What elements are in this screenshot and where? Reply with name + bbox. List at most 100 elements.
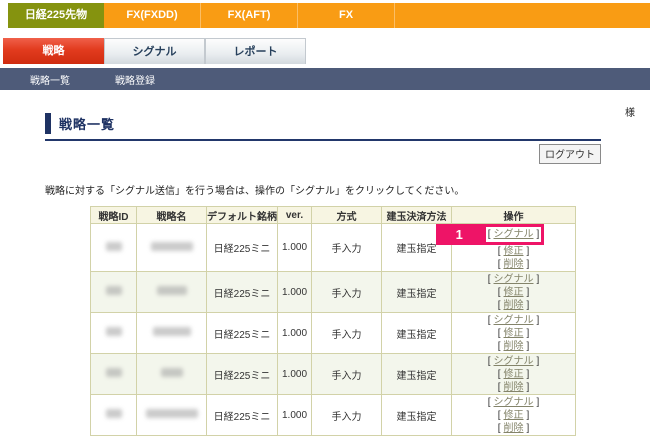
cell-default-symbol: 日経225ミニ: [206, 271, 278, 313]
bracket: ]: [526, 381, 530, 393]
bracket: ]: [526, 286, 530, 298]
cell-method: 手入力: [311, 223, 382, 272]
col-header-strategy-name: 戦略名: [136, 206, 207, 224]
bracket: ]: [526, 340, 530, 352]
redacted-strategy-id: [105, 409, 122, 418]
delete-link[interactable]: 削除: [503, 259, 524, 270]
delete-link[interactable]: 削除: [503, 422, 524, 434]
cell-strategy-id: [90, 394, 137, 436]
bracket: [: [497, 422, 501, 434]
bracket: ]: [536, 229, 540, 240]
cell-strategy-name: [136, 223, 207, 272]
logout-button[interactable]: ログアウト: [539, 144, 601, 164]
cell-method: 手入力: [311, 312, 382, 354]
bracket: ]: [526, 246, 530, 257]
signal-link[interactable]: シグナル: [493, 355, 534, 367]
cell-actions: [シグナル] [修正] [削除]: [451, 394, 576, 436]
edit-link[interactable]: 修正: [503, 327, 524, 339]
cell-method: 手入力: [311, 271, 382, 313]
top-tab-fx[interactable]: FX: [298, 3, 395, 28]
redacted-strategy-name: [152, 327, 191, 336]
menu-item-strategy-list[interactable]: 戦略一覧: [30, 75, 70, 87]
tab-signal[interactable]: シグナル: [104, 38, 205, 64]
bracket: [: [497, 368, 501, 380]
bracket: ]: [526, 409, 530, 421]
tab-report[interactable]: レポート: [205, 38, 306, 64]
cell-default-symbol: 日経225ミニ: [206, 353, 278, 395]
bracket: [: [497, 340, 501, 352]
sub-nav: 戦略 シグナル レポート: [3, 38, 306, 64]
cell-strategy-name: [136, 271, 207, 313]
cell-ver: 1.000: [277, 353, 312, 395]
redacted-strategy-name: [160, 368, 183, 377]
cell-actions: [シグナル] [修正] [削除]: [451, 271, 576, 313]
top-nav: 日経225先物 FX(FXDD) FX(AFT) FX: [8, 3, 650, 28]
cell-settlement: 建玉指定: [381, 353, 452, 395]
bracket: [: [487, 396, 491, 408]
bracket: ]: [526, 422, 530, 434]
signal-link[interactable]: シグナル: [493, 229, 534, 240]
cell-strategy-id: [90, 353, 137, 395]
bracket: [: [497, 246, 501, 257]
delete-link[interactable]: 削除: [503, 299, 524, 311]
bracket: ]: [526, 368, 530, 380]
user-honorific: 様: [625, 108, 635, 119]
cell-strategy-id: [90, 223, 137, 272]
edit-link[interactable]: 修正: [503, 368, 524, 380]
cell-actions: 1 [シグナル] [修正] [削除]: [435, 223, 576, 272]
edit-link[interactable]: 修正: [503, 286, 524, 298]
annotation-highlight-box: 1 [シグナル]: [435, 224, 545, 245]
signal-link[interactable]: シグナル: [493, 314, 534, 326]
edit-link[interactable]: 修正: [503, 246, 524, 257]
cell-default-symbol: 日経225ミニ: [206, 312, 278, 354]
strategy-table: 戦略ID 戦略名 デフォルト銘柄 ver. 方式 建玉決済方法 操作 日経225…: [90, 206, 576, 436]
col-header-ver: ver.: [277, 206, 312, 224]
table-header-row: 戦略ID 戦略名 デフォルト銘柄 ver. 方式 建玉決済方法 操作: [90, 206, 576, 224]
bracket: [: [487, 273, 491, 285]
top-tab-fx-aft[interactable]: FX(AFT): [201, 3, 298, 28]
signal-link[interactable]: シグナル: [493, 273, 534, 285]
redacted-strategy-id: [105, 368, 122, 377]
redacted-strategy-name: [145, 409, 198, 418]
top-tab-nikkei225[interactable]: 日経225先物: [8, 3, 104, 28]
bracket: ]: [536, 355, 540, 367]
cell-ver: 1.000: [277, 271, 312, 313]
cell-settlement: 建玉指定: [381, 312, 452, 354]
page-title: 戦略一覧: [59, 117, 116, 132]
instruction-text: 戦略に対する「シグナル送信」を行う場合は、操作の「シグナル」をクリックしてくださ…: [45, 186, 465, 197]
redacted-strategy-id: [105, 327, 122, 336]
bracket: [: [497, 381, 501, 393]
signal-link[interactable]: シグナル: [493, 396, 534, 408]
bracket: [: [487, 314, 491, 326]
edit-link[interactable]: 修正: [503, 409, 524, 421]
col-header-actions: 操作: [451, 206, 576, 224]
bracket: ]: [526, 259, 530, 270]
top-tab-fx-fxdd[interactable]: FX(FXDD): [104, 3, 201, 28]
redacted-strategy-name: [150, 241, 193, 251]
tab-strategy[interactable]: 戦略: [3, 38, 104, 64]
col-header-method: 方式: [311, 206, 382, 224]
cell-strategy-name: [136, 312, 207, 354]
cell-strategy-name: [136, 394, 207, 436]
cell-ver: 1.000: [277, 394, 312, 436]
redacted-strategy-id: [105, 286, 122, 295]
delete-link[interactable]: 削除: [503, 340, 524, 352]
table-row: 日経225ミニ 1.000 手入力 建玉指定 [シグナル] [修正] [削除]: [90, 312, 576, 354]
table-row: 日経225ミニ 1.000 手入力 建玉指定 [シグナル] [修正] [削除]: [90, 271, 576, 313]
cell-settlement: 建玉指定: [381, 271, 452, 313]
title-accent-bar: [45, 113, 51, 134]
page-title-row: 戦略一覧: [45, 113, 601, 141]
delete-link[interactable]: 削除: [503, 381, 524, 393]
cell-ver: 1.000: [277, 223, 312, 272]
cell-strategy-id: [90, 312, 137, 354]
bracket: [: [487, 229, 491, 240]
menu-item-strategy-register[interactable]: 戦略登録: [115, 75, 155, 87]
bracket: ]: [526, 299, 530, 311]
bracket: ]: [526, 327, 530, 339]
table-row: 日経225ミニ 1.000 手入力 建玉指定 [シグナル] [修正] [削除]: [90, 394, 576, 436]
bracket: ]: [536, 273, 540, 285]
cell-default-symbol: 日経225ミニ: [206, 223, 278, 272]
col-header-strategy-id: 戦略ID: [90, 206, 137, 224]
table-row: 日経225ミニ 1.000 手入力 建玉指定 1 [シグナル] [修正] [削除…: [90, 223, 576, 272]
cell-method: 手入力: [311, 353, 382, 395]
